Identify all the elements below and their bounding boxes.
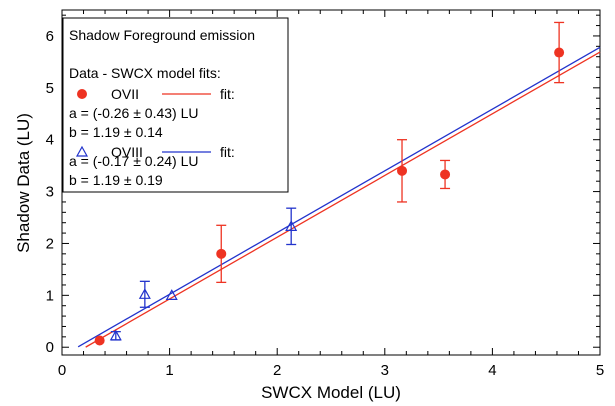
legend-oviii-b: b = 1.19 ± 0.19: [69, 172, 163, 188]
plot-frame: [61, 9, 601, 356]
x-tick-label: 3: [381, 362, 389, 379]
legend-oviii-marker: [75, 145, 89, 157]
legend-oviii-a: a = (-0.17 ± 0.24) LU: [69, 153, 198, 169]
legend-oviii-fit-label: fit:: [220, 144, 235, 160]
data-point-ovii: [94, 335, 105, 346]
data-point-ovii: [397, 165, 408, 176]
data-point-oviii: [165, 289, 178, 300]
y-axis-title: Shadow Data (LU): [14, 113, 33, 253]
y-tick-label: 5: [46, 80, 54, 97]
x-tick-label: 5: [596, 362, 604, 379]
fit-lines: [77, 46, 601, 348]
legend: Shadow Foreground emission Data - SWCX m…: [62, 17, 289, 193]
data-point-ovii: [216, 248, 227, 259]
fit-line-ovii: [85, 51, 601, 348]
y-tick-label: 1: [46, 287, 54, 304]
x-tick-label: 2: [273, 362, 281, 379]
data-point-oviii: [285, 220, 298, 231]
legend-ovii-marker: [77, 89, 87, 99]
legend-box: [62, 17, 289, 193]
x-axis-title: SWCX Model (LU): [261, 383, 401, 402]
y-tick-label: 2: [46, 235, 54, 252]
y-tick-label: 0: [46, 339, 54, 356]
legend-ovii-a: a = (-0.26 ± 0.43) LU: [69, 105, 198, 121]
x-tick-label: 4: [488, 362, 496, 379]
y-tick-label: 6: [46, 28, 54, 45]
tick-labels: 0 1 2 3 4 5 0 1 2 3 4 5 6: [46, 28, 605, 379]
legend-ovii-fit-label: fit:: [220, 86, 235, 102]
y-tick-label: 3: [46, 184, 54, 201]
x-tick-label: 1: [165, 362, 173, 379]
x-tick-label: 0: [58, 362, 66, 379]
legend-title: Shadow Foreground emission: [69, 27, 255, 43]
data-point-ovii: [554, 47, 565, 58]
legend-ovii-b: b = 1.19 ± 0.14: [69, 124, 163, 140]
legend-ovii-label: OVII: [111, 86, 139, 102]
legend-subtitle: Data - SWCX model fits:: [69, 65, 221, 81]
data-point-oviii: [109, 329, 122, 341]
fit-line-oviii: [77, 46, 601, 348]
legend-oviii-label: OVIII: [111, 144, 143, 160]
data-markers: [94, 47, 565, 346]
data-point-oviii: [138, 288, 151, 299]
data-point-ovii: [440, 169, 451, 180]
y-tick-label: 4: [46, 132, 54, 149]
